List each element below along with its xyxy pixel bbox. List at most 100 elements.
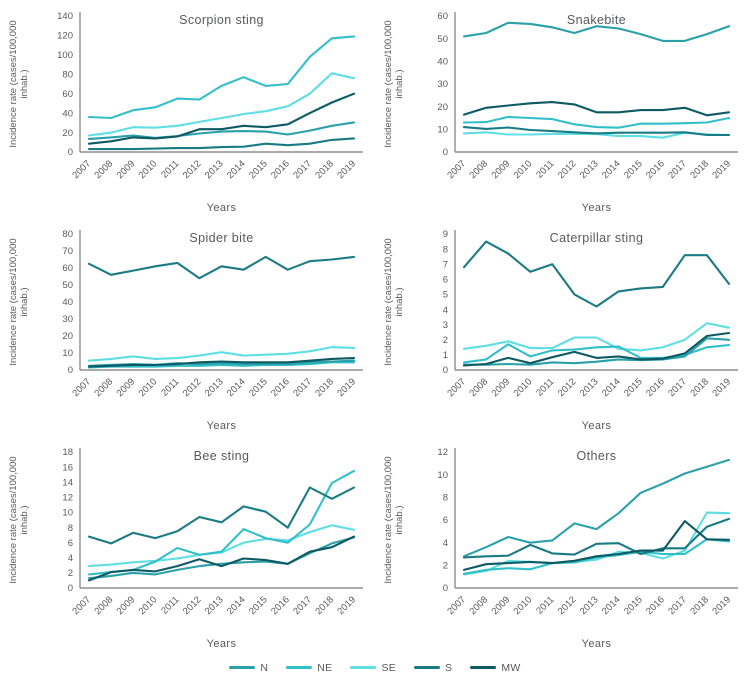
- series-line-n: [462, 458, 731, 558]
- series-line-ne: [87, 361, 356, 369]
- y-tick-label: 10: [62, 508, 73, 519]
- x-axis-label: Years: [207, 202, 237, 214]
- y-tick-label: 9: [443, 229, 448, 240]
- x-tick-label: 2009: [115, 594, 138, 617]
- series-line-s: [462, 240, 731, 308]
- series-line-n: [462, 21, 731, 42]
- y-tick-label: 6: [68, 538, 73, 549]
- legend-label-s: S: [445, 661, 453, 674]
- x-tick-label: 2010: [137, 594, 160, 617]
- series-line-se: [462, 322, 731, 352]
- x-tick-label: 2019: [335, 158, 358, 181]
- chart-title: Snakebite: [567, 13, 626, 27]
- panel-scorpion-sting: 0 20 40 60 80 100 120 140 2007 2008 2009 2010 2011 20…: [0, 0, 375, 218]
- y-tick-label: 6: [443, 275, 448, 286]
- y-tick-label: 14: [62, 477, 73, 488]
- y-tick-label: 8: [443, 244, 448, 255]
- y-tick-label: 2: [68, 568, 73, 579]
- chart-title: Bee sting: [194, 449, 250, 463]
- y-tick-label: 80: [62, 69, 73, 80]
- y-tick-label: 3: [443, 320, 448, 331]
- x-tick-label: 2008: [92, 594, 115, 617]
- x-tick-label: 2009: [115, 158, 138, 181]
- x-tick-label: 2008: [92, 376, 115, 399]
- x-tick-label: 2010: [137, 376, 160, 399]
- y-axis-label: Incidence rate (cases/100,000inhab.): [8, 20, 30, 147]
- series-line-se: [87, 346, 356, 362]
- series-line-mw: [87, 357, 356, 368]
- y-tick-label: 100: [57, 50, 73, 61]
- x-tick-label: 2011: [159, 594, 181, 616]
- y-tick-label: 40: [62, 108, 73, 119]
- x-tick-label: 2015: [622, 594, 645, 617]
- y-axis-label: Incidence rate (cases/100,000inhab.): [383, 456, 405, 583]
- series-line-s: [462, 517, 731, 559]
- y-tick-label: 30: [437, 79, 448, 90]
- y-tick-label: 60: [62, 89, 73, 100]
- y-tick-label: 0: [68, 147, 73, 158]
- x-tick-label: 2017: [291, 594, 314, 617]
- series-line-se: [87, 72, 356, 137]
- y-axis-label: Incidence rate (cases/100,000inhab.): [383, 20, 405, 147]
- x-tick-label: 2012: [181, 158, 204, 181]
- x-tick-label: 2007: [445, 158, 468, 181]
- y-tick-label: 60: [62, 263, 73, 274]
- y-tick-label: 4: [443, 305, 448, 316]
- legend-swatch-mw: [470, 666, 497, 669]
- x-tick-label: 2014: [225, 158, 248, 181]
- y-tick-label: 16: [62, 462, 73, 473]
- x-tick-label: 2012: [181, 376, 204, 399]
- series-line-n: [462, 337, 731, 366]
- x-axis-label: Years: [207, 638, 237, 650]
- x-tick-label: 2015: [247, 376, 270, 399]
- panel-spider-bite: 0 10 20 30 40 50 60 70 80 2007 2008 2009 2010 2011 201…: [0, 218, 375, 436]
- y-tick-label: 6: [443, 515, 448, 526]
- series-line-s: [87, 486, 356, 545]
- legend-label-n: N: [260, 661, 269, 674]
- y-tick-label: 40: [437, 57, 448, 68]
- x-tick-label: 2018: [688, 376, 711, 399]
- x-tick-label: 2016: [644, 158, 667, 181]
- legend-swatch-s: [414, 666, 441, 669]
- x-tick-label: 2015: [622, 376, 645, 399]
- x-tick-label: 2019: [710, 158, 733, 181]
- x-tick-label: 2016: [269, 594, 292, 617]
- x-tick-label: 2009: [490, 158, 513, 181]
- x-tick-label: 2013: [203, 594, 226, 617]
- series-line-n: [87, 536, 356, 580]
- y-tick-label: 12: [437, 447, 448, 458]
- x-tick-label: 2017: [666, 376, 689, 399]
- x-tick-label: 2014: [600, 158, 623, 181]
- y-tick-label: 10: [62, 348, 73, 359]
- x-axis-label: Years: [582, 420, 612, 432]
- x-tick-label: 2012: [556, 158, 579, 181]
- series-line-mw: [462, 331, 731, 367]
- y-tick-label: 12: [62, 493, 73, 504]
- x-tick-label: 2018: [313, 594, 336, 617]
- x-tick-label: 2011: [159, 158, 181, 180]
- x-tick-label: 2013: [203, 158, 226, 181]
- x-tick-label: 2017: [666, 158, 689, 181]
- x-tick-label: 2015: [622, 158, 645, 181]
- legend-item-n: N: [229, 662, 268, 674]
- y-tick-label: 10: [437, 125, 448, 136]
- y-tick-label: 40: [62, 297, 73, 308]
- legend-label-se: SE: [381, 661, 397, 674]
- x-tick-label: 2018: [313, 376, 336, 399]
- series-line-ne: [462, 115, 731, 129]
- x-axis-label: Years: [582, 202, 612, 214]
- series-line-mw: [462, 520, 731, 571]
- y-tick-label: 0: [443, 365, 448, 376]
- x-tick-label: 2013: [578, 376, 601, 399]
- chart-title: Spider bite: [189, 231, 253, 245]
- y-tick-label: 7: [443, 259, 448, 270]
- series-line-ne: [462, 538, 731, 575]
- x-tick-label: 2017: [291, 158, 314, 181]
- y-tick-label: 70: [62, 246, 73, 257]
- x-tick-label: 2007: [445, 594, 468, 617]
